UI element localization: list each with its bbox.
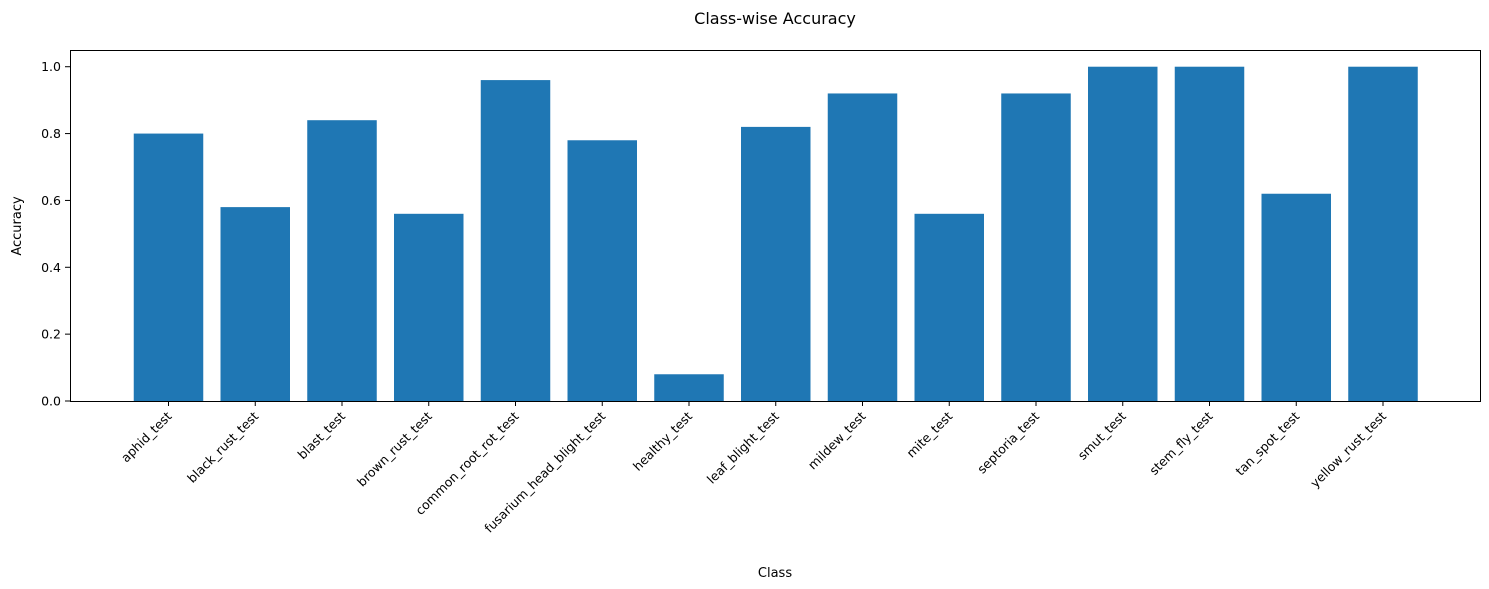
y-tick-label: 0.8 xyxy=(41,126,61,141)
x-tick-label: yellow_rust_test xyxy=(1307,408,1389,490)
bar-aphid_test xyxy=(133,133,204,401)
bar-black_rust_test xyxy=(220,207,290,401)
bar-healthy_test xyxy=(654,374,724,401)
x-tick-label: aphid_test xyxy=(118,408,175,465)
bar-mildew_test xyxy=(827,93,898,402)
x-axis: aphid_test black_rust_test blast_test brown… xyxy=(118,401,1389,536)
plot-frame xyxy=(70,50,1481,402)
x-tick-label: leaf_blight_test xyxy=(704,408,782,486)
y-tick-label: 0.4 xyxy=(41,260,61,275)
y-tick-label: 1.0 xyxy=(41,59,61,74)
x-tick-label: tan_spot_test xyxy=(1232,408,1302,478)
bar-fusarium_head_blight_test xyxy=(567,140,637,401)
bar-stem_fly_test xyxy=(1174,66,1245,402)
bar-yellow_rust_test xyxy=(1348,66,1418,402)
x-tick-label: brown_rust_test xyxy=(354,408,435,489)
x-tick-label: septoria_test xyxy=(974,408,1042,476)
bars-group xyxy=(133,66,1418,402)
x-tick-label: mildew_test xyxy=(805,408,869,472)
bar-septoria_test xyxy=(1001,93,1071,402)
x-tick-label: mite_test xyxy=(903,408,955,460)
bar-common_root_rot_test xyxy=(480,80,551,401)
y-tick-label: 0.0 xyxy=(41,394,61,409)
bar-blast_test xyxy=(307,120,377,401)
y-tick-label: 0.2 xyxy=(41,327,61,342)
y-axis-label: Accuracy xyxy=(10,196,25,256)
bar-leaf_blight_test xyxy=(741,126,811,401)
x-tick-label: stem_fly_test xyxy=(1146,408,1215,477)
bar-mite_test xyxy=(914,213,984,401)
x-tick-label: blast_test xyxy=(295,408,349,462)
x-axis-label: Class xyxy=(758,566,792,581)
chart-title: Class-wise Accuracy xyxy=(694,9,856,28)
x-tick-label: healthy_test xyxy=(630,408,695,473)
bar-tan_spot_test xyxy=(1261,193,1331,401)
x-tick-label: smut_test xyxy=(1075,408,1129,462)
y-tick-label: 0.6 xyxy=(41,193,61,208)
y-axis: 0.0 0.2 0.4 0.6 0.8 1.0 xyxy=(41,59,70,409)
bar-brown_rust_test xyxy=(394,213,464,401)
x-tick-label: black_rust_test xyxy=(184,408,261,485)
bar-smut_test xyxy=(1088,66,1158,402)
